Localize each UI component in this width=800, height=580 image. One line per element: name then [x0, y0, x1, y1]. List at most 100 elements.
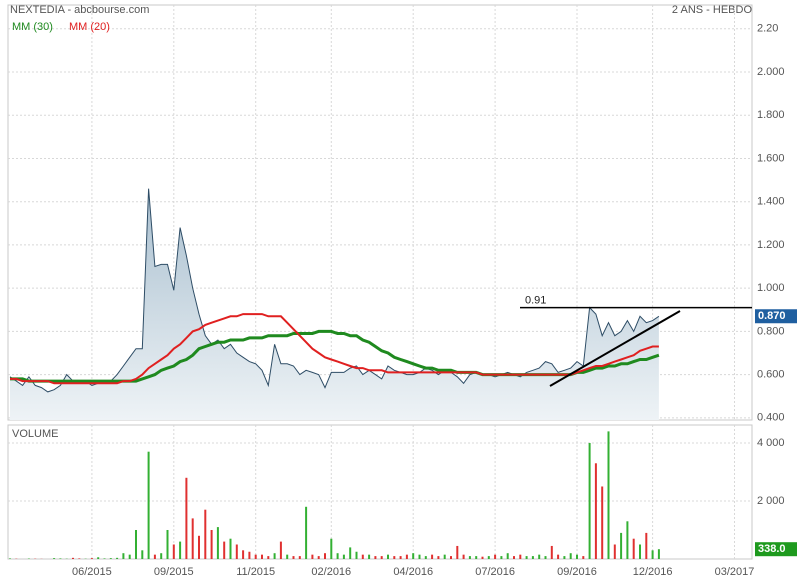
volume-bar [254, 554, 257, 559]
volume-bar [210, 529, 213, 559]
volume-bar [160, 553, 163, 559]
volume-bar [557, 554, 560, 559]
volume-bar [431, 554, 434, 559]
volume-title: VOLUME [12, 428, 58, 440]
volume-bar [141, 550, 144, 559]
volume-bar [412, 553, 415, 559]
volume-bar [418, 554, 421, 559]
volume-bar [97, 557, 100, 559]
volume-bar [576, 554, 578, 559]
volume-bar [613, 544, 616, 559]
price-line [9, 188, 660, 393]
annotation-label: 0.91 [525, 295, 546, 307]
volume-bar [216, 527, 219, 559]
volume-bar [342, 554, 345, 559]
volume-bar [53, 558, 56, 559]
volume-bar [279, 541, 282, 559]
volume-bar [500, 556, 503, 559]
volume-bar [657, 549, 660, 559]
y-tick-label: 1.600 [757, 152, 785, 164]
volume-bar [204, 509, 207, 559]
volume-bar [475, 556, 478, 559]
x-tick-label: 04/2016 [393, 566, 433, 578]
last-value-label: 338.0 [758, 543, 786, 555]
volume-bar [122, 553, 125, 559]
volume-bar [179, 541, 182, 559]
volume-bar [569, 553, 572, 559]
volume-bar [185, 477, 188, 559]
volume-bar [424, 556, 427, 559]
y-tick-label: 0.600 [757, 369, 785, 381]
volume-bar [153, 554, 156, 559]
volume-bar [544, 556, 547, 559]
y-tick-label: 1.400 [757, 196, 785, 208]
volume-bar [513, 556, 515, 559]
volume-bar [519, 554, 522, 559]
volume-bar [128, 554, 131, 559]
y-tick-label: 1.800 [757, 109, 785, 121]
volume-bar [336, 553, 339, 559]
volume-bar [620, 532, 623, 559]
volume-bar [594, 463, 597, 559]
volume-bar [172, 544, 175, 559]
volume-bar [494, 554, 497, 559]
legend-entry: MM (20) [69, 21, 110, 33]
volume-bar [292, 556, 295, 559]
volume-bar [235, 544, 238, 559]
last-value-tag [755, 542, 797, 557]
last-value-tag [755, 309, 797, 324]
volume-bar [531, 556, 534, 559]
plot-layer: 06/2015 09/2015 11/2015 02/2016 04/2016 07/20… [8, 5, 797, 578]
moving-average-line [10, 313, 659, 385]
volume-bar [525, 556, 528, 559]
volume-bar [330, 538, 333, 559]
volume-bar [645, 532, 648, 559]
volume-bar [242, 550, 245, 559]
volume-bar [349, 547, 352, 559]
x-tick-label: 03/2017 [715, 566, 755, 578]
volume-bar [443, 554, 446, 559]
y-tick-label: 1.000 [757, 282, 785, 294]
volume-bar [223, 541, 226, 559]
volume-bar [72, 557, 74, 559]
volume-bar [103, 558, 106, 559]
volume-bar [601, 486, 604, 559]
y-tick-label: 1.200 [757, 239, 785, 251]
period-label: 2 ANS - HEBDO [672, 4, 753, 16]
legend-entry: MM (30) [12, 21, 53, 33]
volume-bar [538, 554, 541, 559]
volume-bar [248, 551, 251, 559]
volume-bar [298, 556, 301, 559]
volume-bar [78, 558, 81, 559]
last-value-label: 0.870 [758, 310, 786, 322]
volume-bar [324, 553, 326, 559]
x-tick-label: 12/2016 [633, 566, 673, 578]
volume-bar [191, 518, 194, 559]
y-tick-label: 0.400 [757, 412, 785, 424]
volume-bar [563, 556, 566, 559]
x-tick-label: 09/2015 [154, 566, 194, 578]
volume-bar [582, 556, 585, 559]
volume-bar [588, 442, 591, 559]
volume-bar [468, 556, 471, 559]
volume-bar [456, 545, 459, 559]
volume-bar [109, 558, 112, 559]
volume-bar [90, 558, 93, 559]
volume-bar [393, 556, 396, 559]
volume-bar [399, 556, 402, 559]
volume-bar [116, 557, 119, 559]
volume-bar [380, 556, 383, 559]
x-tick-label: 09/2016 [557, 566, 597, 578]
price-area-fill [10, 188, 659, 420]
volume-bar [481, 556, 484, 559]
y-tick-label: 2.000 [757, 66, 785, 78]
volume-bar [437, 556, 440, 559]
chart-title: NEXTEDIA - abcbourse.com [10, 4, 149, 16]
volume-bar [651, 550, 654, 559]
volume-bar [273, 553, 276, 559]
volume-panel [7, 424, 753, 560]
volume-bar [261, 554, 263, 559]
volume-bar [59, 558, 62, 559]
volume-bar [368, 554, 371, 559]
